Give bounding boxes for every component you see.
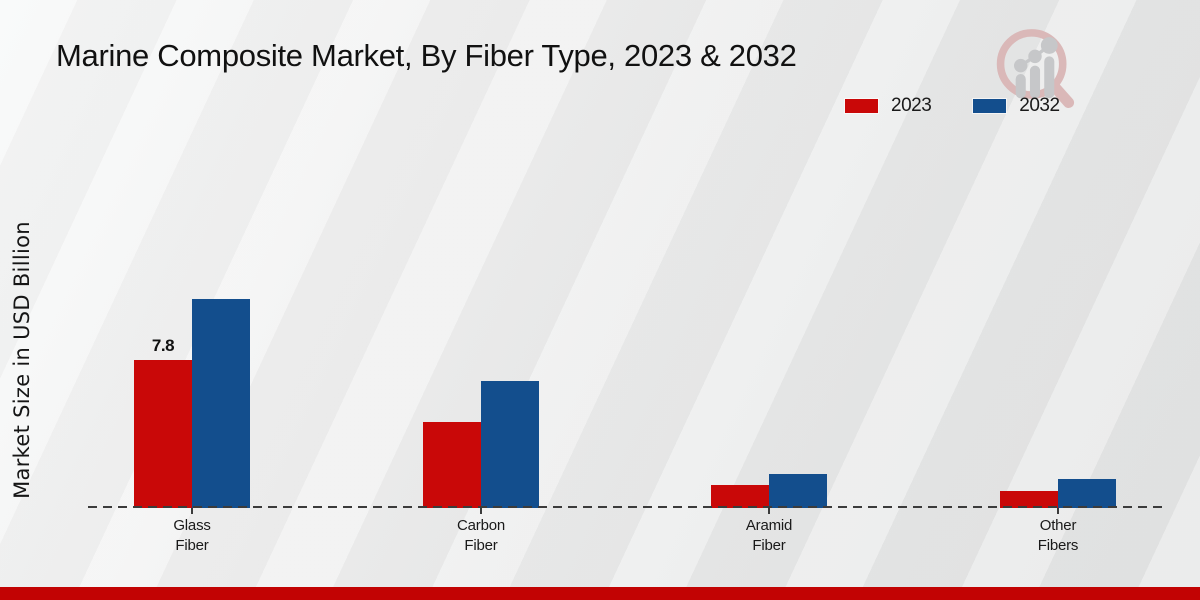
legend-item-2032: 2032 xyxy=(973,95,1060,117)
x-axis-tick xyxy=(480,508,482,514)
legend-item-2023: 2023 xyxy=(845,95,932,117)
x-axis-tick xyxy=(1057,508,1059,514)
x-axis-category-label-carbon-fiber: Carbon Fiber xyxy=(457,517,505,554)
x-axis-category-label-glass-fiber: Glass Fiber xyxy=(173,517,211,554)
legend: 2023 2032 xyxy=(845,95,1060,117)
x-axis-tick xyxy=(768,508,770,514)
bar-2032-carbon-fiber xyxy=(481,381,539,508)
legend-swatch-2032 xyxy=(973,99,1007,113)
legend-label-2023: 2023 xyxy=(891,95,932,116)
bar-2023-carbon-fiber xyxy=(423,422,481,508)
bar-2023-aramid-fiber xyxy=(711,485,769,508)
x-axis-category-label-other-fibers: Other Fibers xyxy=(1037,517,1079,554)
data-label-2023-glass-fiber: 7.8 xyxy=(151,335,175,355)
bar-2032-other-fibers xyxy=(1058,479,1116,508)
bar-2032-glass-fiber xyxy=(192,299,250,508)
chart-title: Marine Composite Market, By Fiber Type, … xyxy=(56,38,797,73)
x-axis-tick xyxy=(191,508,193,514)
bottom-red-strip xyxy=(0,587,1200,600)
bar-2023-glass-fiber xyxy=(134,360,192,508)
magnifier-growth-chart-logo xyxy=(996,29,1075,109)
x-axis-baseline xyxy=(88,506,1163,508)
bar-2032-aramid-fiber xyxy=(769,474,827,508)
legend-swatch-2023 xyxy=(845,99,878,113)
bar-2023-other-fibers xyxy=(1000,491,1058,508)
x-axis-category-label-aramid-fiber: Aramid Fiber xyxy=(745,517,793,554)
legend-label-2032: 2032 xyxy=(1019,95,1060,116)
